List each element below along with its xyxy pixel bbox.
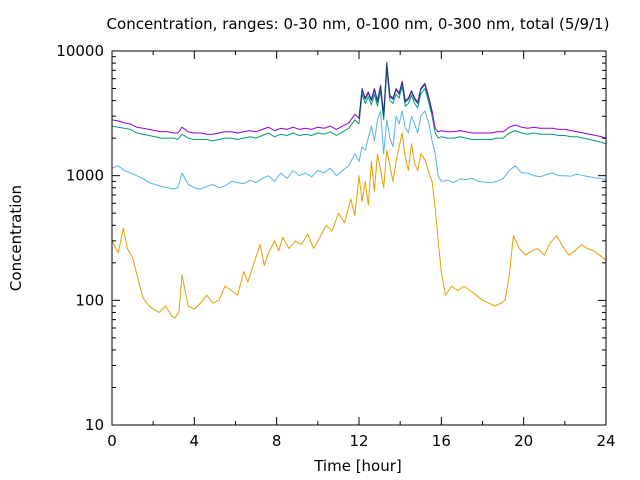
y-tick-label: 1000 <box>66 167 104 185</box>
x-tick-label: 4 <box>190 432 200 450</box>
series-line-4 <box>358 61 433 120</box>
y-tick-label: 10 <box>85 416 104 434</box>
series-layer <box>111 61 607 319</box>
x-axis-label: Time [hour] <box>313 457 402 475</box>
x-tick-label: 20 <box>514 432 533 450</box>
x-tick-label: 24 <box>596 432 615 450</box>
x-tick-label: 0 <box>107 432 117 450</box>
series-line-1 <box>111 110 607 190</box>
axis-layer: 0 4 8 12 16 20 24 10 100 1000 10000 <box>56 42 615 450</box>
x-tick-label: 16 <box>432 432 451 450</box>
series-line-2 <box>111 69 607 145</box>
y-axis-label: Concentration <box>7 185 25 291</box>
x-tick-label: 8 <box>272 432 282 450</box>
series-line-3 <box>111 64 607 139</box>
series-line-0 <box>111 132 607 319</box>
chart-title: Concentration, ranges: 0-30 nm, 0-100 nm… <box>107 15 610 33</box>
y-tick-label: 100 <box>75 291 104 309</box>
plot-frame <box>111 50 607 426</box>
x-tick-label: 12 <box>349 432 368 450</box>
y-tick-label: 10000 <box>56 42 104 60</box>
